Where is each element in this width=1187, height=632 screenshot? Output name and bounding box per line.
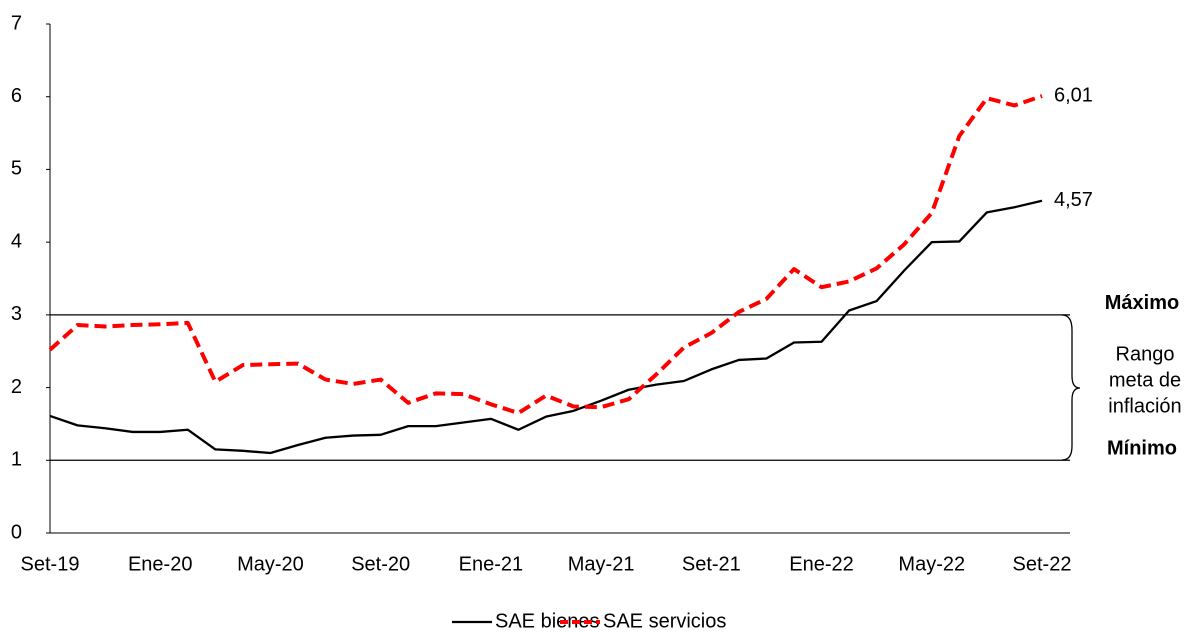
y-tick-label: 5 xyxy=(11,158,22,180)
value-label: 4,57 xyxy=(1054,189,1093,211)
x-tick-label: Set-19 xyxy=(21,553,80,575)
reference-label: Mínimo xyxy=(1107,438,1177,460)
x-tick-label: May-22 xyxy=(898,553,965,575)
range-brace xyxy=(1061,314,1081,461)
legend-label: SAE bienes xyxy=(495,610,600,632)
y-tick-label: 1 xyxy=(11,449,22,471)
value-label: 6,01 xyxy=(1054,84,1093,106)
range-label: inflación xyxy=(1108,395,1181,417)
x-tick-label: Ene-20 xyxy=(128,553,193,575)
series-line xyxy=(49,199,1043,455)
x-tick-label: Set-21 xyxy=(682,553,741,575)
reference-label: Máximo xyxy=(1105,292,1179,314)
series-line xyxy=(48,94,1043,416)
y-tick-label: 4 xyxy=(11,230,22,252)
range-label: meta de xyxy=(1109,369,1181,391)
y-tick-label: 6 xyxy=(11,85,22,107)
x-tick-label: Set-20 xyxy=(351,553,410,575)
y-tick-label: 2 xyxy=(11,376,22,398)
y-tick-label: 3 xyxy=(11,303,22,325)
x-tick-label: Set-22 xyxy=(1013,553,1072,575)
x-tick-label: Ene-21 xyxy=(459,553,524,575)
y-tick-label: 0 xyxy=(11,521,22,543)
x-tick-label: May-20 xyxy=(237,553,304,575)
x-tick-label: May-21 xyxy=(568,553,635,575)
y-tick-label: 7 xyxy=(11,12,22,34)
x-tick-label: Ene-22 xyxy=(789,553,854,575)
range-label: Rango xyxy=(1116,343,1175,365)
legend-label: SAE servicios xyxy=(603,610,726,632)
